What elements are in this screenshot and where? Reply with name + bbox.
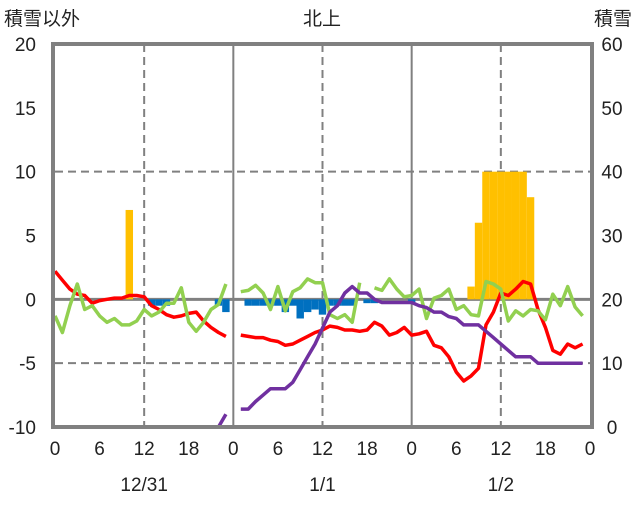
snowfall-bar: [504, 171, 512, 300]
snowfall-bar: [526, 197, 535, 300]
plot-border: [51, 42, 594, 429]
left-tick-label: 15: [15, 99, 36, 120]
x-tick-label: 0: [50, 439, 61, 460]
left-tick-label: 5: [25, 227, 36, 248]
right-tick-label: 50: [601, 99, 622, 120]
negative-bar: [303, 299, 312, 313]
right-tick-label: 30: [601, 227, 622, 248]
snowfall-bar: [474, 222, 483, 300]
right-tick-label: 0: [607, 418, 618, 439]
snowfall-bar: [482, 171, 490, 300]
series-lines: [53, 270, 584, 429]
negative-bar: [311, 299, 319, 310]
left-tick-label: 20: [15, 35, 36, 56]
snowfall-bar: [125, 209, 134, 300]
negative-bar: [341, 299, 349, 306]
left-tick-label: -5: [19, 354, 36, 375]
date-label: 1/1: [309, 475, 335, 496]
negative-bar: [274, 299, 282, 306]
left-tick-label: 10: [15, 163, 36, 184]
negative-bar: [370, 299, 379, 304]
negative-bar: [251, 299, 260, 306]
snowfall-bar: [497, 171, 505, 300]
right-tick-label: 60: [601, 35, 622, 56]
date-label: 1/2: [488, 475, 514, 496]
right-tick-label: 40: [601, 163, 622, 184]
snowfall-bar: [511, 171, 520, 300]
x-tick-label: 12: [134, 439, 155, 460]
negative-bar: [296, 299, 304, 319]
x-tick-label: 6: [451, 439, 462, 460]
snowfall-bar: [489, 171, 498, 300]
negative-bar: [259, 299, 267, 306]
x-tick-label: 12: [312, 439, 333, 460]
negative-bar: [348, 299, 356, 306]
other-line: [240, 277, 362, 325]
negative-bar: [222, 299, 230, 313]
right-tick-label: 20: [601, 290, 622, 311]
left-tick-label: 0: [25, 290, 36, 311]
negative-bar: [289, 299, 297, 306]
date-label: 12/31: [120, 475, 168, 496]
x-tick-label: 0: [406, 439, 417, 460]
snow_depth-line: [240, 284, 583, 411]
other-line: [53, 282, 228, 335]
negative-bar: [326, 299, 334, 306]
right-tick-label: 10: [601, 354, 622, 375]
negative-bar: [147, 299, 156, 306]
x-tick-label: 18: [178, 439, 199, 460]
x-tick-label: 18: [535, 439, 556, 460]
left-tick-label: -10: [9, 418, 36, 439]
negative-bar: [244, 299, 252, 306]
negative-bar: [155, 299, 163, 306]
x-tick-label: 0: [585, 439, 596, 460]
negative-bar: [363, 299, 371, 304]
temperature-line: [240, 279, 584, 383]
snowfall-bar: [519, 171, 527, 300]
negative-bar: [266, 299, 275, 306]
left-axis-title: 積雪以外: [4, 8, 80, 30]
x-tick-label: 6: [94, 439, 105, 460]
x-tick-label: 6: [273, 439, 284, 460]
temperature-line: [53, 270, 227, 338]
x-tick-label: 18: [357, 439, 378, 460]
chart-title: 北上: [303, 8, 341, 30]
negative-bar: [318, 299, 327, 315]
snowfall-bar: [467, 286, 475, 300]
other-line: [373, 277, 584, 323]
bars: [125, 171, 535, 319]
x-tick-label: 12: [490, 439, 511, 460]
x-tick-label: 0: [228, 439, 239, 460]
right-axis-title: 積雪: [594, 8, 632, 30]
plot-frame: [51, 42, 594, 429]
